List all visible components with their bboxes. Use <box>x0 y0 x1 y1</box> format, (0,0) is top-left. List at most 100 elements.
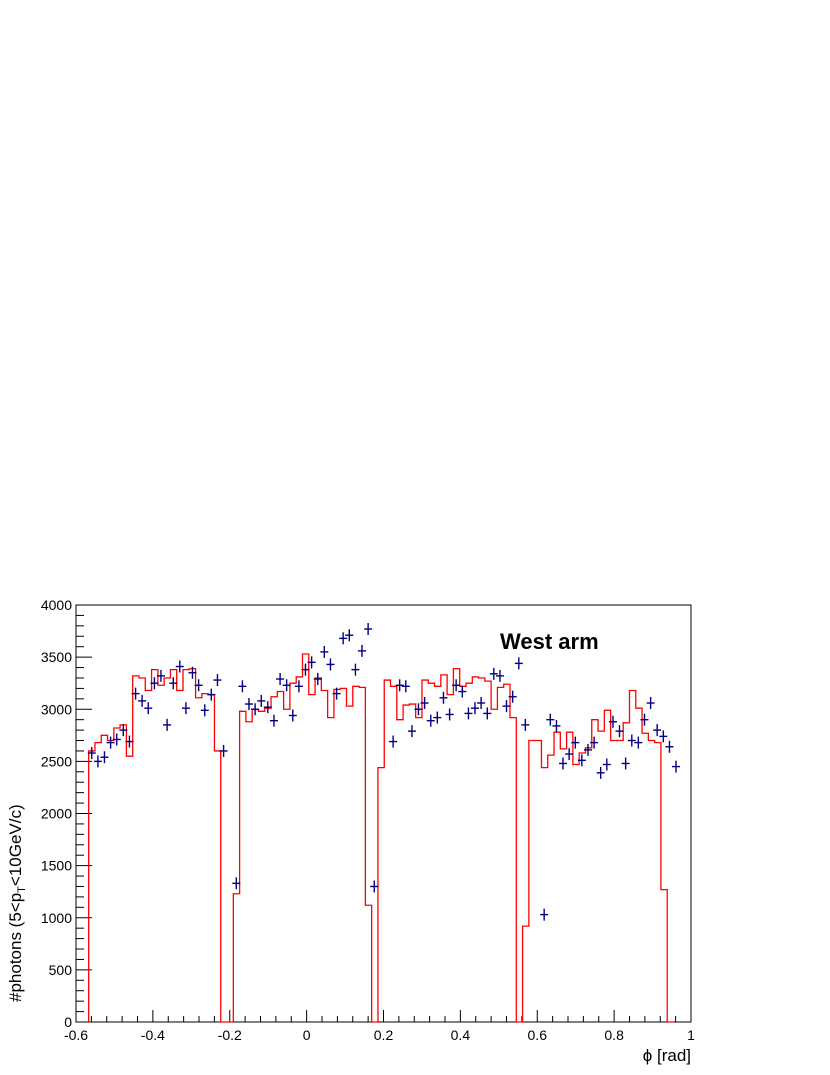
data-point <box>577 754 586 767</box>
y-tick-label: 3500 <box>41 649 72 665</box>
x-tick-label: 1 <box>687 1027 695 1043</box>
y-tick-label: 2500 <box>41 753 72 769</box>
x-tick-label: -0.6 <box>64 1027 88 1043</box>
data-point <box>433 711 442 724</box>
data-point <box>332 687 341 700</box>
data-point <box>87 747 96 760</box>
data-point <box>470 702 479 715</box>
data-point <box>351 663 360 676</box>
data-point <box>156 669 165 682</box>
data-point <box>345 629 354 642</box>
data-point <box>269 714 278 727</box>
data-point <box>420 696 429 709</box>
data-point <box>521 718 530 731</box>
data-point <box>502 700 511 713</box>
x-tick-label: 0.2 <box>374 1027 394 1043</box>
x-tick-label: 0.4 <box>451 1027 471 1043</box>
x-axis-ticks: -0.6 -0.4 -0.2 0 0.2 0.4 0.6 0.8 1 <box>64 1010 695 1043</box>
y-tick-label: 3000 <box>41 701 72 717</box>
annotation-west-arm: West arm <box>500 629 599 654</box>
data-point <box>596 766 605 779</box>
data-point <box>106 736 115 749</box>
data-point <box>188 666 197 679</box>
data-point <box>125 735 134 748</box>
data-point <box>100 751 109 764</box>
data-point <box>552 719 561 732</box>
data-point <box>559 757 568 770</box>
data-point <box>621 757 630 770</box>
data-point <box>219 744 228 757</box>
data-point <box>93 755 102 768</box>
data-point <box>659 730 668 743</box>
data-point <box>370 880 379 893</box>
data-point <box>238 680 247 693</box>
data-point <box>608 715 617 728</box>
data-point <box>414 703 423 716</box>
x-tick-label: 0 <box>303 1027 311 1043</box>
data-point <box>602 758 611 771</box>
data-point <box>571 736 580 749</box>
data-point <box>131 687 140 700</box>
data-point <box>194 679 203 692</box>
data-point <box>213 674 222 687</box>
data-point <box>357 644 366 657</box>
y-tick-label: 0 <box>64 1014 72 1030</box>
data-point <box>395 679 404 692</box>
data-point <box>276 673 285 686</box>
data-point <box>540 908 549 921</box>
data-point <box>301 663 310 676</box>
y-tick-label: 1500 <box>41 858 72 874</box>
plot-frame <box>75 604 692 1023</box>
data-point <box>144 702 153 715</box>
data-point <box>150 677 159 690</box>
data-point <box>263 701 272 714</box>
data-point <box>207 688 216 701</box>
data-points <box>87 622 681 921</box>
data-point <box>339 632 348 645</box>
data-point <box>181 702 190 715</box>
data-point <box>640 713 649 726</box>
data-point <box>326 658 335 671</box>
histogram-series <box>88 653 674 1023</box>
data-point <box>119 724 128 737</box>
x-tick-label: 0.8 <box>604 1027 624 1043</box>
data-point <box>646 696 655 709</box>
data-point <box>546 713 555 726</box>
data-point <box>653 724 662 737</box>
data-point <box>389 735 398 748</box>
x-axis-title: ϕ [rad] <box>643 1046 691 1065</box>
data-point <box>112 733 121 746</box>
data-point <box>232 877 241 890</box>
y-axis-title-sub: T <box>16 886 28 893</box>
data-point <box>307 656 316 669</box>
data-point <box>407 725 416 738</box>
data-point <box>477 696 486 709</box>
data-point <box>244 698 253 711</box>
data-point <box>294 680 303 693</box>
data-point <box>514 657 523 670</box>
y-tick-label: 2000 <box>41 806 72 822</box>
data-point <box>634 736 643 749</box>
y-tick-label: 4000 <box>41 597 72 613</box>
data-point <box>251 703 260 716</box>
x-tick-label: -0.2 <box>218 1027 242 1043</box>
data-point <box>464 707 473 720</box>
x-tick-label: 0.6 <box>528 1027 548 1043</box>
data-point <box>445 708 454 721</box>
data-point <box>665 740 674 753</box>
data-point <box>495 669 504 682</box>
y-axis-title-main: #photons (5<p <box>6 893 25 1002</box>
data-point <box>439 691 448 704</box>
data-point <box>313 673 322 686</box>
data-point <box>364 622 373 635</box>
data-point <box>672 760 681 773</box>
data-point <box>175 660 184 673</box>
data-point <box>163 718 172 731</box>
data-point <box>590 736 599 749</box>
data-point <box>426 714 435 727</box>
y-axis-title-rest: <10GeV/c) <box>6 804 25 886</box>
data-point <box>489 667 498 680</box>
data-point <box>483 707 492 720</box>
x-tick-label: -0.4 <box>141 1027 165 1043</box>
